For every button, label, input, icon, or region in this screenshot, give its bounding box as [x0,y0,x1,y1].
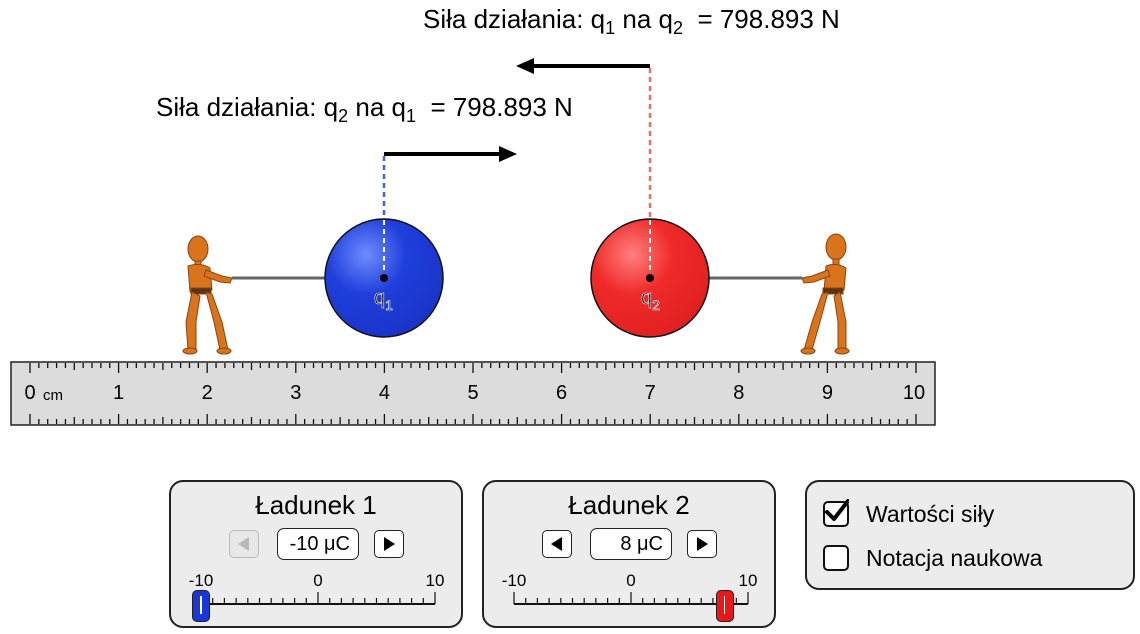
arrow-right-icon [697,537,708,551]
arrow-left-icon [238,537,249,551]
charge1-increment-button[interactable] [374,530,404,558]
ruler-unit-label: cm [43,387,63,404]
ruler-label: 3 [290,382,301,404]
charge1-slider-track[interactable] [171,590,465,612]
force-values-label[interactable]: Wartości siły [866,501,995,527]
ruler-label: 8 [733,382,744,404]
options-panel: Wartości siły Notacja naukowa [805,480,1135,590]
force-arrow-on-q1 [384,146,517,162]
charge2-increment-button[interactable] [687,530,717,558]
q2-label: q2 [641,287,660,313]
scientific-notation-label[interactable]: Notacja naukowa [866,545,1043,571]
ruler-label: 7 [645,382,656,404]
ruler[interactable]: 0 cm 1 2 3 4 5 6 7 8 9 10 [0,360,1140,430]
charge-q1[interactable]: q1 [324,218,444,338]
ruler-label: 10 [903,382,925,404]
charge2-slider-thumb[interactable] [715,590,734,622]
force-values-checkbox[interactable] [823,499,849,527]
charge2-title: Ładunek 2 [568,490,690,520]
charge2-panel: Ładunek 2 8 μC -10 0 10 [482,480,776,628]
q1-label: q1 [374,287,393,313]
charge1-title: Ładunek 1 [255,490,377,520]
ruler-zero-label: 0 [24,382,35,404]
charge1-panel: Ładunek 1 -10 μC -10 0 10 [169,480,463,628]
ruler-label: 6 [556,382,567,404]
charge1-decrement-button[interactable] [229,530,259,558]
charge2-max-label: 10 [738,571,758,590]
charge-q2[interactable]: q2 [590,218,710,338]
charge2-min-label: -10 [501,571,527,590]
charge1-mid-label: 0 [313,571,323,590]
arrow-left-icon [551,537,562,551]
charge2-decrement-button[interactable] [542,530,572,558]
ruler-label: 9 [822,382,833,404]
ruler-label: 2 [202,382,213,404]
force-label-q2-on-q1: Siła działania: q2 na q1 = 798.893 N [156,92,573,126]
charge1-value: -10 μC [277,528,359,560]
charge1-slider-thumb[interactable] [192,590,210,622]
checkmark-icon [825,499,849,521]
charge2-slider-track[interactable] [484,590,778,612]
charge1-min-label: -10 [188,571,214,590]
charge2-mid-label: 0 [626,571,636,590]
ruler-label: 1 [113,382,124,404]
force-arrow-on-q2 [516,58,650,74]
wooden-figure-right [800,233,850,355]
ruler-label: 5 [467,382,478,404]
ruler-label: 4 [379,382,390,404]
charge1-max-label: 10 [425,571,445,590]
scientific-notation-checkbox[interactable] [823,545,849,571]
arrow-right-icon [384,537,395,551]
force-label-q1-on-q2: Siła działania: q1 na q2 = 798.893 N [423,4,840,38]
charge2-value: 8 μC [590,528,672,560]
wooden-figure-left [182,235,233,355]
scene: q1 q2 [182,58,850,355]
